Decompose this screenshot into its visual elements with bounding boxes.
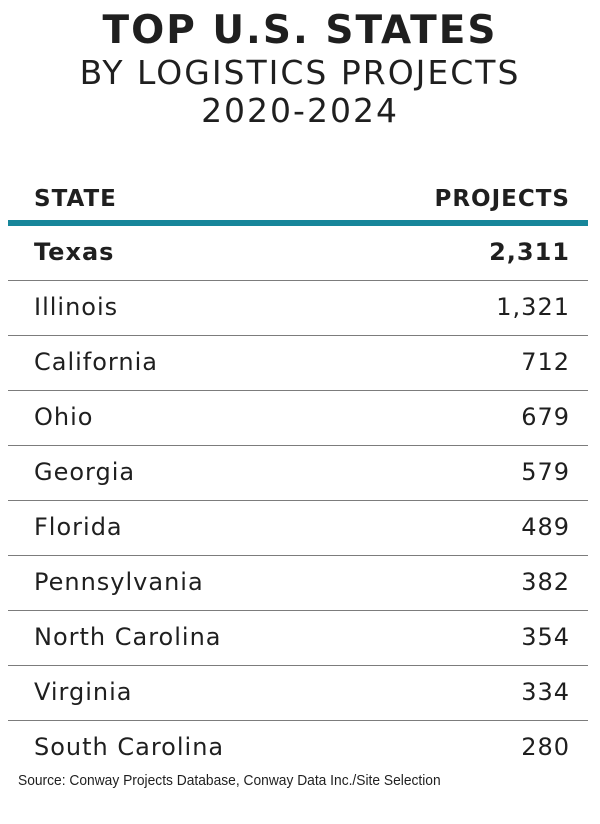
table-row: Texas 2,311: [8, 226, 588, 281]
state-name: South Carolina: [34, 733, 225, 761]
state-name: Texas: [34, 238, 115, 266]
state-name: Florida: [34, 513, 123, 541]
project-count: 280: [521, 733, 570, 761]
projects-table: STATE PROJECTS Texas 2,311 Illinois 1,321 Ca…: [8, 180, 588, 775]
title-line-3: 2020-2024: [201, 91, 399, 130]
project-count: 2,311: [489, 238, 570, 266]
title-block: TOP U.S. STATES BY LOGISTICS PROJECTS 20…: [0, 8, 600, 130]
state-name: North Carolina: [34, 623, 222, 651]
project-count: 579: [521, 458, 570, 486]
header-state: STATE: [34, 186, 117, 212]
header-projects: PROJECTS: [434, 186, 570, 212]
project-count: 1,321: [496, 293, 570, 321]
state-name: California: [34, 348, 158, 376]
state-name: Pennsylvania: [34, 568, 204, 596]
project-count: 489: [521, 513, 570, 541]
state-name: Illinois: [34, 293, 119, 321]
state-name: Virginia: [34, 678, 133, 706]
table-row: Ohio 679: [8, 391, 588, 446]
title-line-1: TOP U.S. STATES: [102, 8, 498, 53]
project-count: 354: [521, 623, 570, 651]
table-row: Georgia 579: [8, 446, 588, 501]
title-line-2: BY LOGISTICS PROJECTS: [79, 53, 521, 92]
table-row: Pennsylvania 382: [8, 556, 588, 611]
table-row: North Carolina 354: [8, 611, 588, 666]
table-row: Virginia 334: [8, 666, 588, 721]
table-body: Texas 2,311 Illinois 1,321 California 712 Ohio…: [8, 226, 588, 775]
project-count: 712: [521, 348, 570, 376]
state-name: Ohio: [34, 403, 94, 431]
table-row: Florida 489: [8, 501, 588, 556]
table-row: Illinois 1,321: [8, 281, 588, 336]
table-row: California 712: [8, 336, 588, 391]
project-count: 382: [521, 568, 570, 596]
table-row: South Carolina 280: [8, 721, 588, 775]
project-count: 679: [521, 403, 570, 431]
table-header-row: STATE PROJECTS: [8, 180, 588, 226]
project-count: 334: [521, 678, 570, 706]
state-name: Georgia: [34, 458, 136, 486]
source-note: Source: Conway Projects Database, Conway…: [18, 772, 441, 789]
